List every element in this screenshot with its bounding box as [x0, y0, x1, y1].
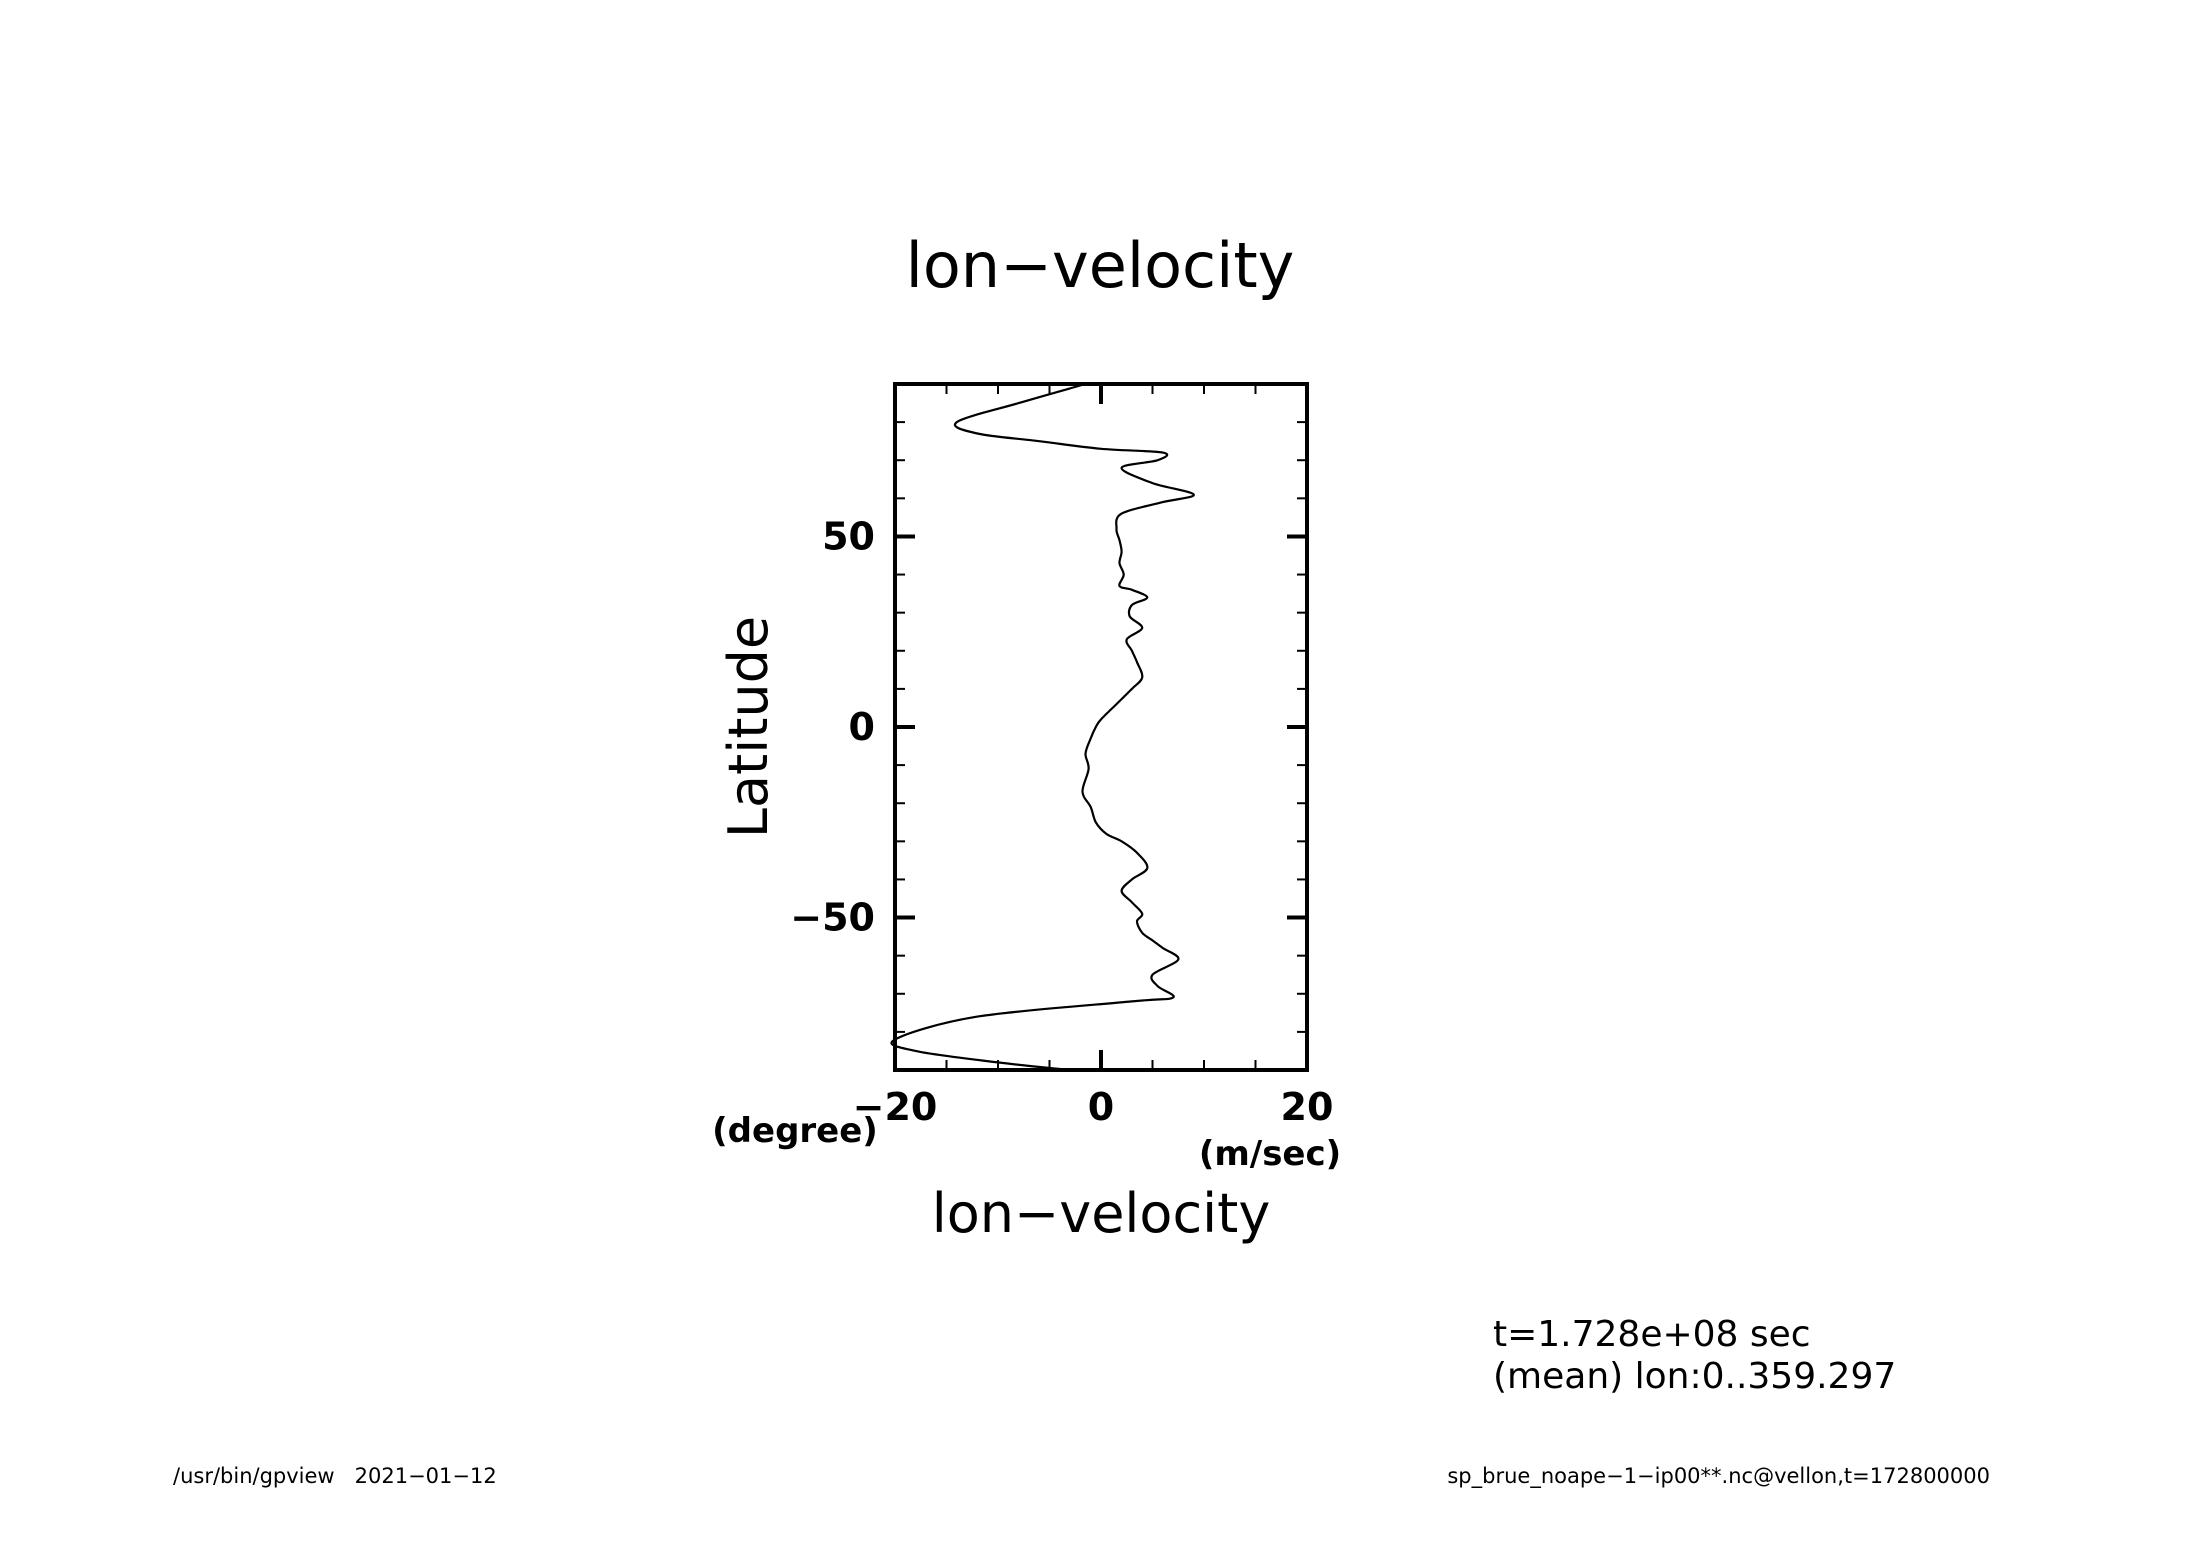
x-tick-label: 20 [1281, 1085, 1334, 1129]
plot-frame [893, 382, 1309, 1072]
x-tick-label: 0 [1088, 1085, 1114, 1129]
y-tick-labels: 50 0 −50 [790, 514, 875, 939]
info-mean-range: (mean) lon:0..359.297 [1493, 1356, 1896, 1397]
series-line [890, 382, 1195, 1072]
x-tick-label: −20 [853, 1085, 938, 1129]
x-axis-ticks [893, 384, 1309, 1070]
y-axis-label: Latitude [717, 616, 780, 838]
y-tick-label: −50 [790, 896, 875, 940]
x-unit-label: (m/sec) [1199, 1134, 1341, 1174]
y-unit-label: (degree) [712, 1111, 878, 1151]
info-time: t=1.728e+08 sec [1493, 1314, 1811, 1355]
x-axis-label: lon−velocity [932, 1182, 1271, 1245]
y-tick-label: 0 [849, 705, 875, 749]
y-axis-ticks [895, 383, 1307, 1071]
footer-source: sp_brue_noape−1−ip00**.nc@vellon,t=17280… [1447, 1464, 1990, 1489]
x-tick-labels: −20 0 20 [853, 1085, 1334, 1129]
chart-title: lon−velocity [906, 229, 1295, 302]
plot-area [890, 382, 1309, 1072]
footer-command: /usr/bin/gpview 2021−01−12 [173, 1464, 497, 1488]
y-tick-label: 50 [822, 514, 875, 558]
